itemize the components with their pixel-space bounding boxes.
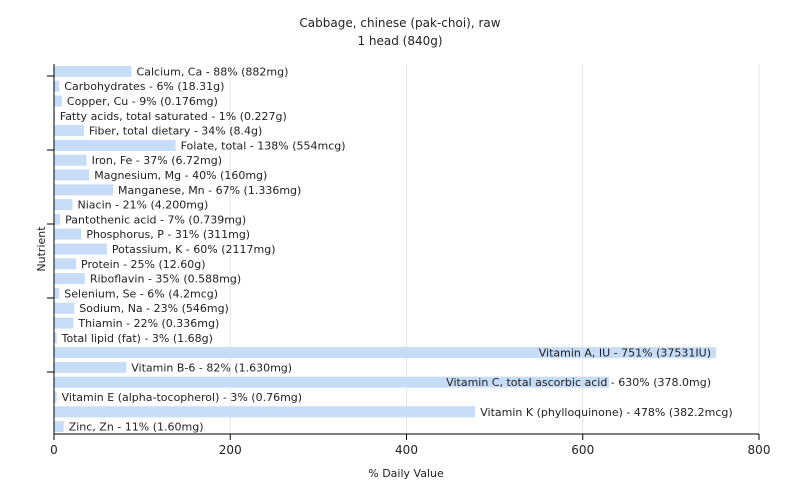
bar: [54, 302, 75, 314]
bar: [54, 273, 85, 285]
bar-label: Riboflavin - 35% (0.588mg): [90, 273, 241, 286]
bar: [54, 391, 57, 403]
x-ticks: 0 200 400 600 800: [50, 434, 770, 457]
bar: [54, 154, 87, 166]
bar: [54, 169, 90, 181]
bar: [54, 361, 127, 373]
chart-subtitle: 1 head (840g): [357, 34, 442, 48]
bar-label: Sodium, Na - 23% (546mg): [79, 302, 229, 315]
bar-label: Folate, total - 138% (554mcg): [181, 139, 346, 152]
bar-label: Magnesium, Mg - 40% (160mg): [94, 169, 267, 182]
bar-label: Phosphorus, P - 31% (311mg): [86, 228, 250, 241]
bar-label: Protein - 25% (12.60g): [81, 258, 206, 271]
bar-label: Pantothenic acid - 7% (0.739mg): [65, 213, 246, 226]
bar-label: Zinc, Zn - 11% (1.60mg): [69, 421, 204, 434]
bar: [54, 287, 60, 299]
bar: [54, 347, 716, 359]
bar-label: Calcium, Ca - 88% (882mg): [137, 65, 289, 78]
bar-label: Carbohydrates - 6% (18.31g): [64, 80, 224, 93]
bar-label: Total lipid (fat) - 3% (1.68g): [61, 332, 213, 345]
chart-title: Cabbage, chinese (pak-choi), raw: [299, 16, 500, 30]
bar: [54, 406, 476, 418]
bar: [54, 228, 82, 240]
bar: [54, 213, 61, 225]
bar-label: Fiber, total dietary - 34% (8.4g): [89, 125, 262, 138]
bar-label: Selenium, Se - 6% (4.2mcg): [64, 287, 218, 300]
bar: [54, 184, 114, 196]
bar: [54, 258, 77, 270]
x-tick-label: 800: [748, 443, 771, 457]
bar: [54, 125, 84, 137]
bar-label: Vitamin A, IU - 751% (37531IU): [539, 347, 711, 360]
x-tick-label: 0: [50, 443, 58, 457]
bar-label: Potassium, K - 60% (2117mg): [112, 243, 276, 256]
gridlines: [229, 64, 760, 434]
bar-label: Niacin - 21% (4.200mg): [78, 199, 209, 212]
bar: [54, 317, 74, 329]
bar: [54, 376, 610, 388]
bar-label: Vitamin K (phylloquinone) - 478% (382.2m…: [480, 406, 732, 419]
y-axis-label: Nutrient: [35, 226, 48, 272]
x-tick-label: 200: [219, 443, 242, 457]
bar: [54, 65, 132, 77]
bar-labels: Calcium, Ca - 88% (882mg) Carbohydrates -…: [60, 65, 733, 433]
x-tick-label: 600: [571, 443, 594, 457]
bar: [54, 332, 57, 344]
bar-label: Manganese, Mn - 67% (1.336mg): [118, 184, 301, 197]
bar-label: Thiamin - 22% (0.336mg): [77, 317, 219, 330]
bar: [54, 243, 107, 255]
bar-label: Vitamin C, total ascorbic acid - 630% (3…: [446, 376, 711, 389]
x-axis-label: % Daily Value: [368, 467, 444, 480]
bar-label: Fatty acids, total saturated - 1% (0.227…: [60, 110, 287, 123]
bar: [54, 421, 64, 433]
bar-label: Copper, Cu - 9% (0.176mg): [67, 95, 218, 108]
bar: [54, 199, 73, 211]
bar: [54, 95, 62, 107]
bar: [54, 139, 176, 151]
bar-label: Vitamin E (alpha-tocopherol) - 3% (0.76m…: [62, 391, 302, 404]
bar-label: Vitamin B-6 - 82% (1.630mg): [131, 361, 292, 374]
bars: [54, 65, 716, 433]
x-tick-label: 400: [395, 443, 418, 457]
bar: [54, 80, 60, 92]
bar-label: Iron, Fe - 37% (6.72mg): [92, 154, 222, 167]
